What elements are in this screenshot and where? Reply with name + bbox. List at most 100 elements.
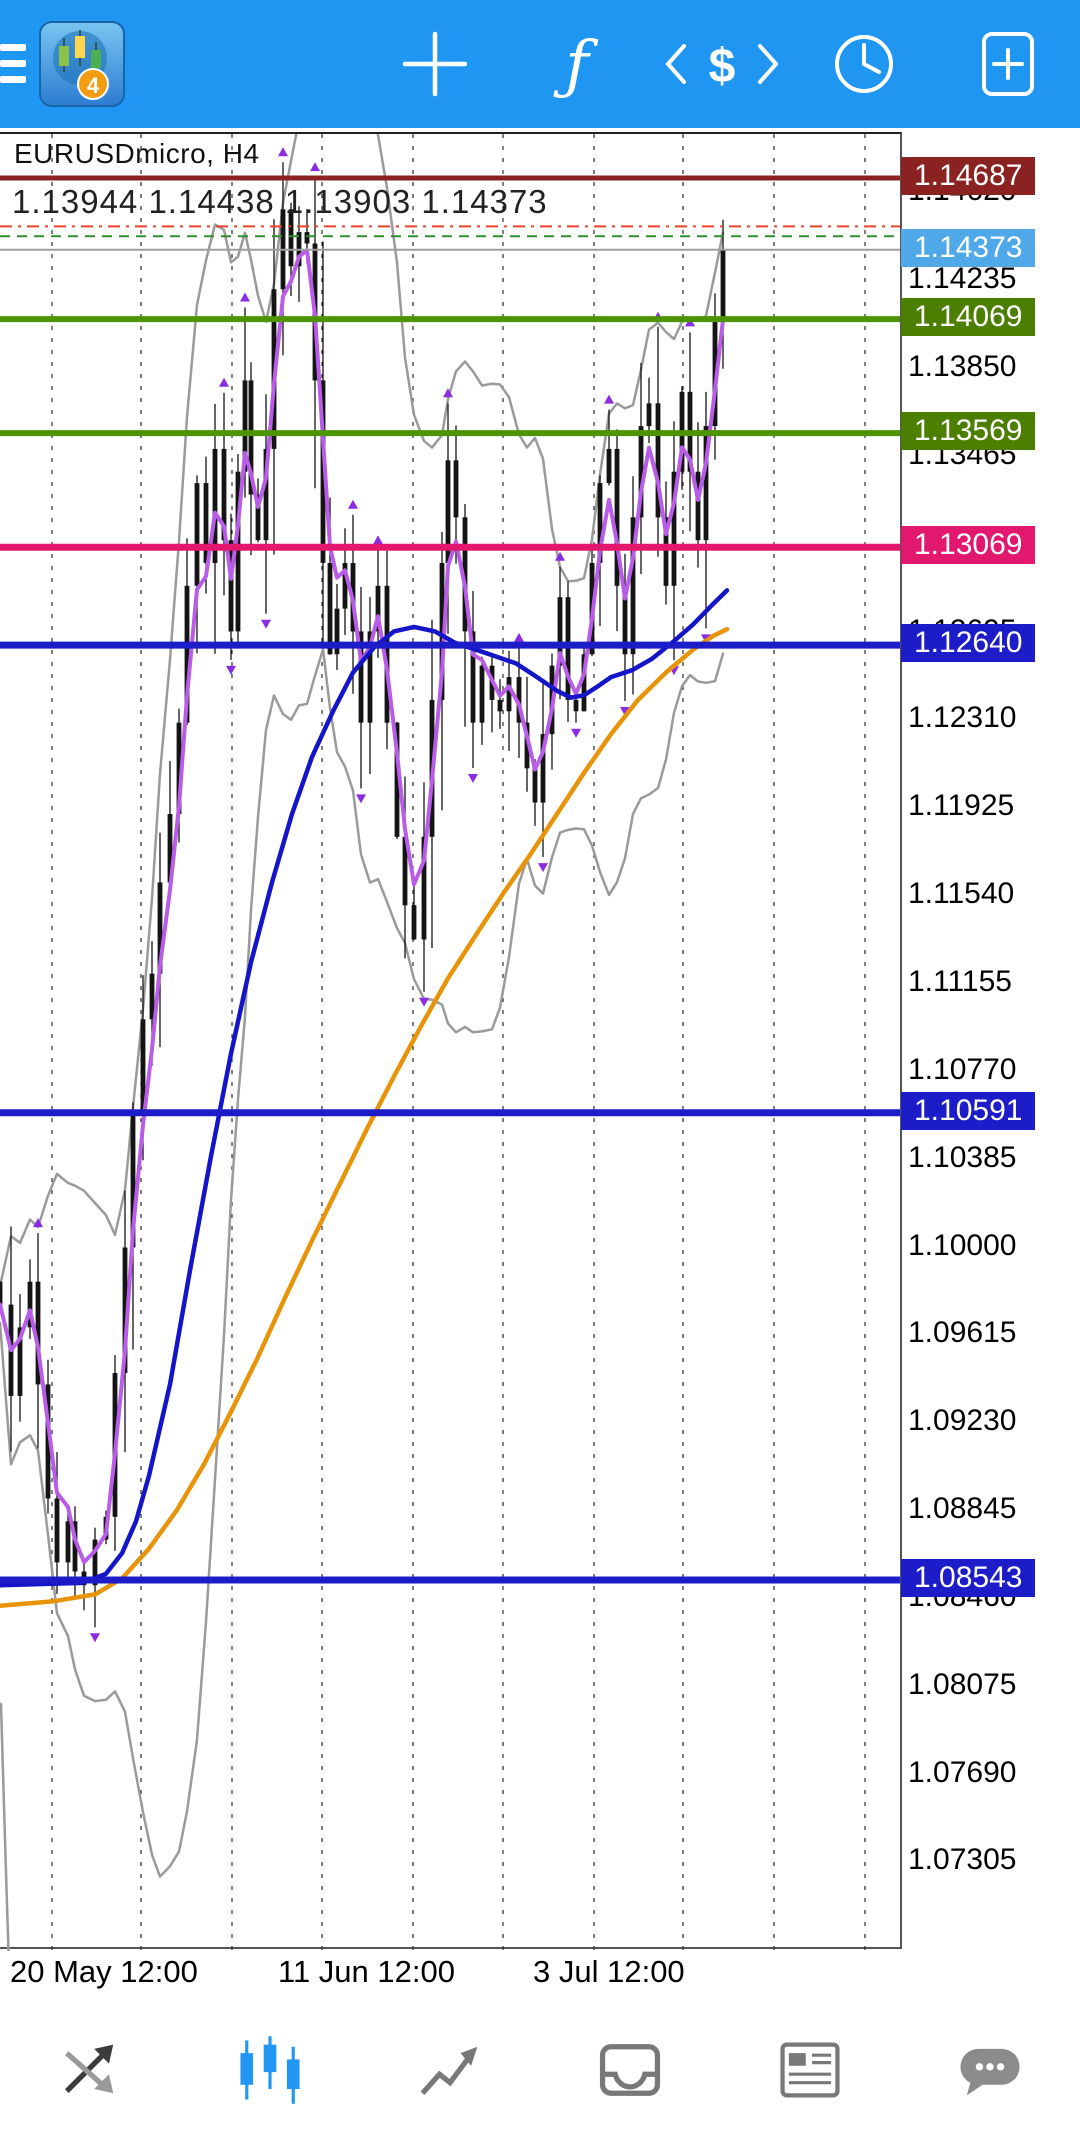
candle-body bbox=[228, 540, 234, 632]
mt4-app-logo[interactable]: 4 bbox=[39, 21, 125, 107]
fractal-up-arrow bbox=[555, 551, 565, 561]
fractal-down-arrow bbox=[620, 707, 630, 716]
badge-1-14687: 1.14687 bbox=[901, 157, 1036, 195]
fractal-up-arrow bbox=[219, 377, 229, 387]
candle-body bbox=[479, 665, 485, 723]
trade-icon[interactable]: $ bbox=[665, 40, 779, 93]
price-axis-label: 1.13850 bbox=[908, 350, 1017, 383]
price-axis-label: 1.09615 bbox=[908, 1316, 1017, 1349]
candle-body bbox=[92, 1539, 98, 1586]
quotes-trade-icon[interactable] bbox=[52, 2032, 128, 2108]
candle-body bbox=[0, 1281, 3, 1305]
candle-body bbox=[655, 403, 661, 518]
fractal-down-arrow bbox=[90, 1633, 100, 1643]
candle-body bbox=[35, 1281, 41, 1385]
candle-body bbox=[695, 471, 701, 541]
price-axis-label: 1.11925 bbox=[908, 789, 1015, 822]
candle-body bbox=[720, 249, 726, 317]
candle-body bbox=[671, 471, 677, 586]
candle-body bbox=[27, 1281, 33, 1328]
candle-body bbox=[17, 1327, 23, 1396]
crosshair-icon[interactable] bbox=[402, 31, 468, 97]
candle-body bbox=[212, 448, 218, 563]
candle-body bbox=[421, 836, 427, 940]
chat-icon[interactable] bbox=[952, 2032, 1028, 2108]
candle-body bbox=[411, 905, 417, 940]
indicators-icon[interactable]: ƒ bbox=[553, 28, 599, 102]
candle-body bbox=[384, 585, 390, 723]
candle-body bbox=[622, 585, 628, 655]
fractal-down-arrow bbox=[468, 774, 478, 783]
candle-body bbox=[334, 608, 340, 655]
chart-symbol-title: EURUSDmicro, H4 bbox=[14, 138, 260, 169]
badge-1-13569: 1.13569 bbox=[901, 412, 1036, 450]
ma-slow-orange bbox=[0, 626, 730, 1609]
candle-body bbox=[167, 814, 173, 883]
candle-body bbox=[540, 734, 546, 803]
candle-body bbox=[320, 380, 326, 563]
ma-slow-blue bbox=[0, 588, 730, 1588]
news-icon[interactable] bbox=[772, 2032, 848, 2108]
price-axis-label: 1.10770 bbox=[908, 1053, 1017, 1086]
fractal-down-arrow bbox=[419, 997, 429, 1007]
function-glyph: ƒ bbox=[553, 28, 599, 102]
candle-body bbox=[606, 448, 612, 484]
candle-body bbox=[288, 209, 294, 267]
candle-body bbox=[358, 631, 364, 723]
bollinger-lower bbox=[0, 648, 725, 1878]
candle-body bbox=[45, 1384, 51, 1499]
candle-body bbox=[304, 232, 310, 244]
badge-1-13069: 1.13069 bbox=[901, 526, 1036, 564]
candle-body bbox=[453, 460, 459, 518]
candle-body bbox=[638, 426, 644, 518]
candle-body bbox=[367, 631, 373, 723]
bottom-toolbar bbox=[0, 2008, 1080, 2131]
logo-badge-4: 4 bbox=[87, 73, 100, 98]
candle-body bbox=[581, 654, 587, 712]
mailbox-icon[interactable] bbox=[592, 2032, 668, 2108]
candle-body bbox=[646, 403, 652, 427]
candle-body bbox=[248, 380, 254, 495]
badge-1-08543: 1.08543 bbox=[901, 1559, 1036, 1597]
candle-body bbox=[573, 699, 579, 712]
candle-body bbox=[242, 380, 248, 472]
candle-body bbox=[394, 722, 400, 837]
fractal-down-arrow bbox=[571, 728, 581, 738]
candle-body bbox=[532, 768, 538, 803]
price-axis-label: 1.07690 bbox=[908, 1756, 1017, 1789]
candle-body bbox=[65, 1521, 71, 1563]
candle-body bbox=[470, 631, 476, 723]
price-chart-area[interactable] bbox=[0, 132, 902, 1951]
trend-lines-icon[interactable] bbox=[412, 2032, 488, 2108]
candle-body bbox=[149, 973, 155, 1020]
price-axis-label: 1.08075 bbox=[908, 1668, 1017, 1701]
fractal-up-arrow bbox=[33, 1218, 43, 1228]
candle-body bbox=[375, 585, 381, 632]
candle-body bbox=[255, 494, 261, 541]
candle-body bbox=[157, 882, 163, 974]
fractal-down-arrow bbox=[356, 794, 366, 804]
candle-body bbox=[703, 426, 709, 541]
price-axis-label: 1.09230 bbox=[908, 1404, 1017, 1437]
timeframes-clock-icon[interactable] bbox=[835, 35, 893, 93]
candle-body bbox=[263, 448, 269, 541]
candle-body bbox=[130, 1110, 136, 1248]
charts-icon-active[interactable] bbox=[232, 2032, 308, 2108]
price-axis-label: 1.07305 bbox=[908, 1843, 1017, 1876]
candle-body bbox=[176, 722, 182, 814]
menu-icon[interactable] bbox=[0, 44, 26, 83]
new-order-icon[interactable] bbox=[982, 32, 1034, 96]
price-chart[interactable] bbox=[0, 134, 900, 1951]
candle-body bbox=[221, 448, 227, 541]
price-axis-label: 1.11155 bbox=[908, 965, 1012, 998]
fractal-up-arrow bbox=[514, 632, 524, 642]
candle-body bbox=[122, 1247, 128, 1373]
fractal-down-arrow bbox=[261, 619, 271, 629]
time-axis-label: 11 Jun 12:00 bbox=[278, 1954, 455, 1989]
fractal-up-arrow bbox=[240, 292, 250, 302]
badge-current-price: 1.14373 bbox=[901, 229, 1036, 267]
candle-body bbox=[712, 316, 718, 426]
candle-body bbox=[516, 677, 522, 723]
candle-body bbox=[557, 597, 563, 666]
time-axis-label: 3 Jul 12:00 bbox=[533, 1954, 685, 1989]
